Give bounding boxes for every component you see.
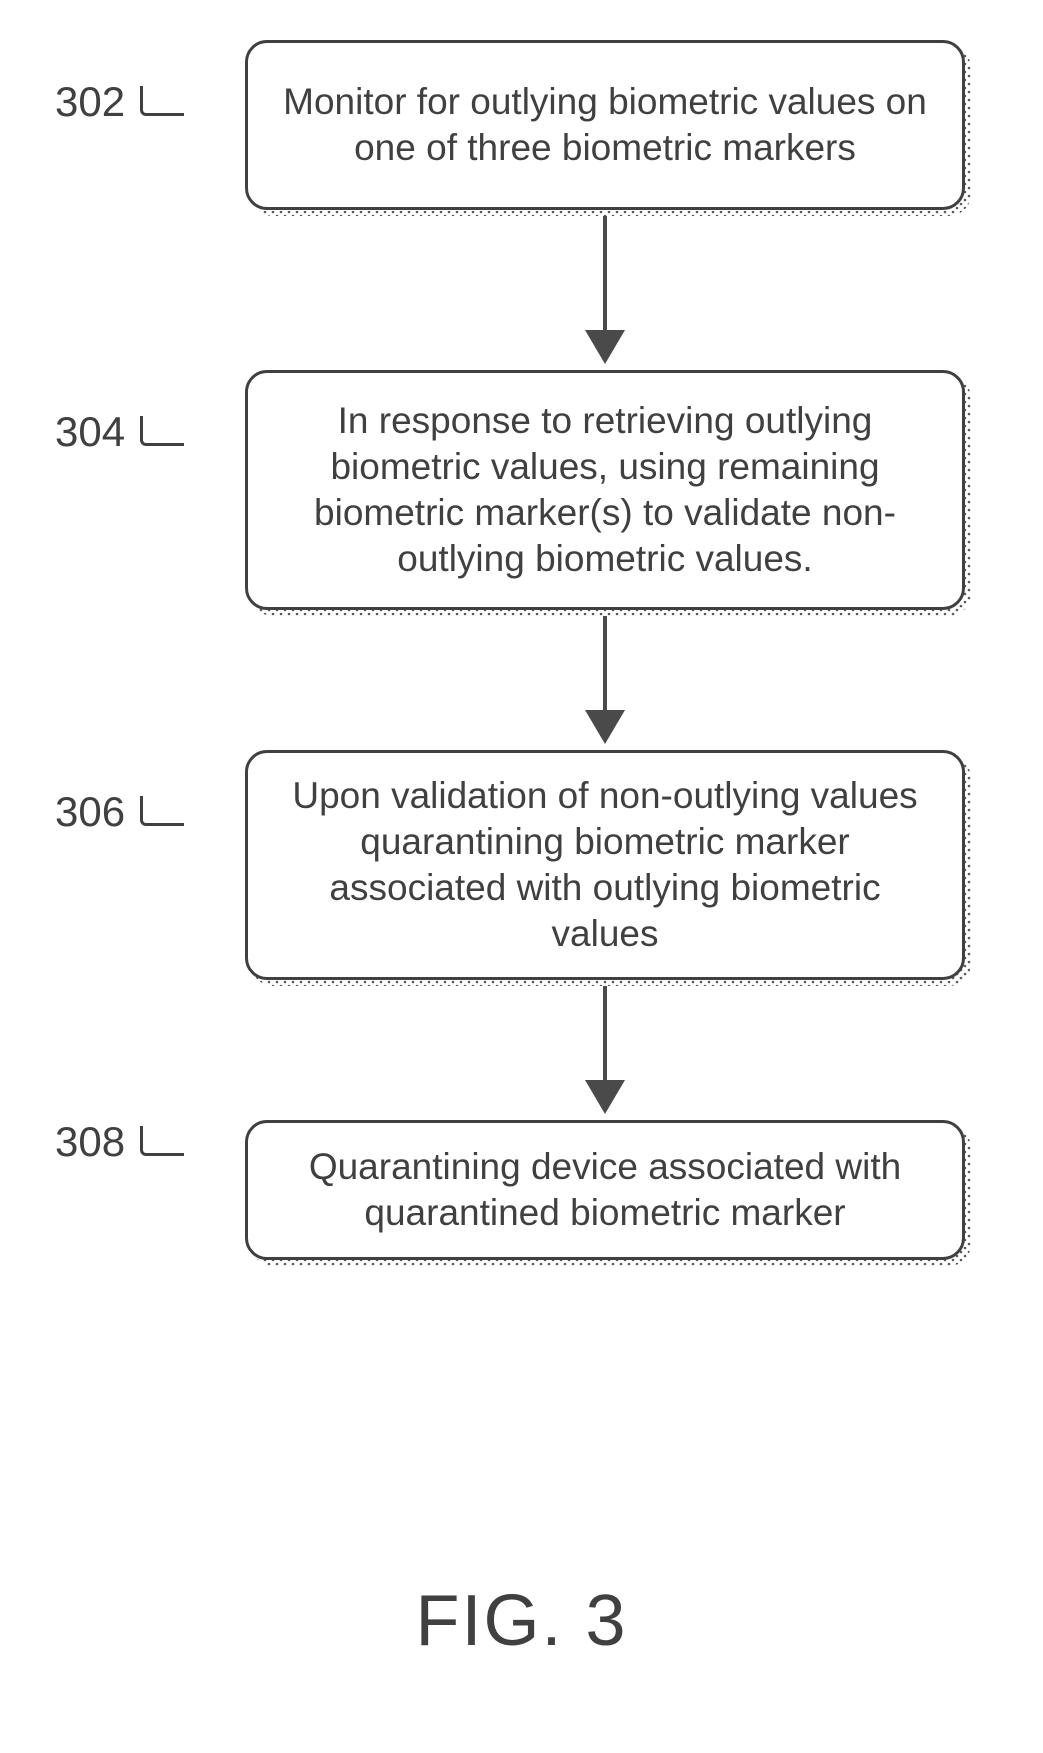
step-box-302: Monitor for outlying biometric values on… (245, 40, 965, 210)
step-label-308: 308 (55, 1118, 125, 1166)
arrow-3-line (603, 986, 607, 1080)
step-box-308: Quarantining device associated with quar… (245, 1120, 965, 1260)
step-box-304: In response to retrieving outlying biome… (245, 370, 965, 610)
arrow-3-head (585, 1080, 625, 1114)
arrow-2-head (585, 710, 625, 744)
callout-tick-304 (140, 416, 184, 446)
step-text-306: Upon validation of non-outlying values q… (276, 773, 934, 957)
step-text-302: Monitor for outlying biometric values on… (276, 79, 934, 171)
step-label-302: 302 (55, 78, 125, 126)
step-text-304: In response to retrieving outlying biome… (276, 398, 934, 582)
step-text-308: Quarantining device associated with quar… (276, 1144, 934, 1236)
arrow-1-head (585, 330, 625, 364)
callout-tick-306 (140, 796, 184, 826)
figure-title: FIG. 3 (0, 1580, 1043, 1662)
callout-tick-302 (140, 86, 184, 116)
step-label-306: 306 (55, 788, 125, 836)
step-label-304: 304 (55, 408, 125, 456)
arrow-1-line (603, 216, 607, 330)
step-box-306: Upon validation of non-outlying values q… (245, 750, 965, 980)
arrow-2-line (603, 616, 607, 710)
callout-tick-308 (140, 1126, 184, 1156)
flowchart-canvas: 302 Monitor for outlying biometric value… (0, 0, 1043, 1753)
